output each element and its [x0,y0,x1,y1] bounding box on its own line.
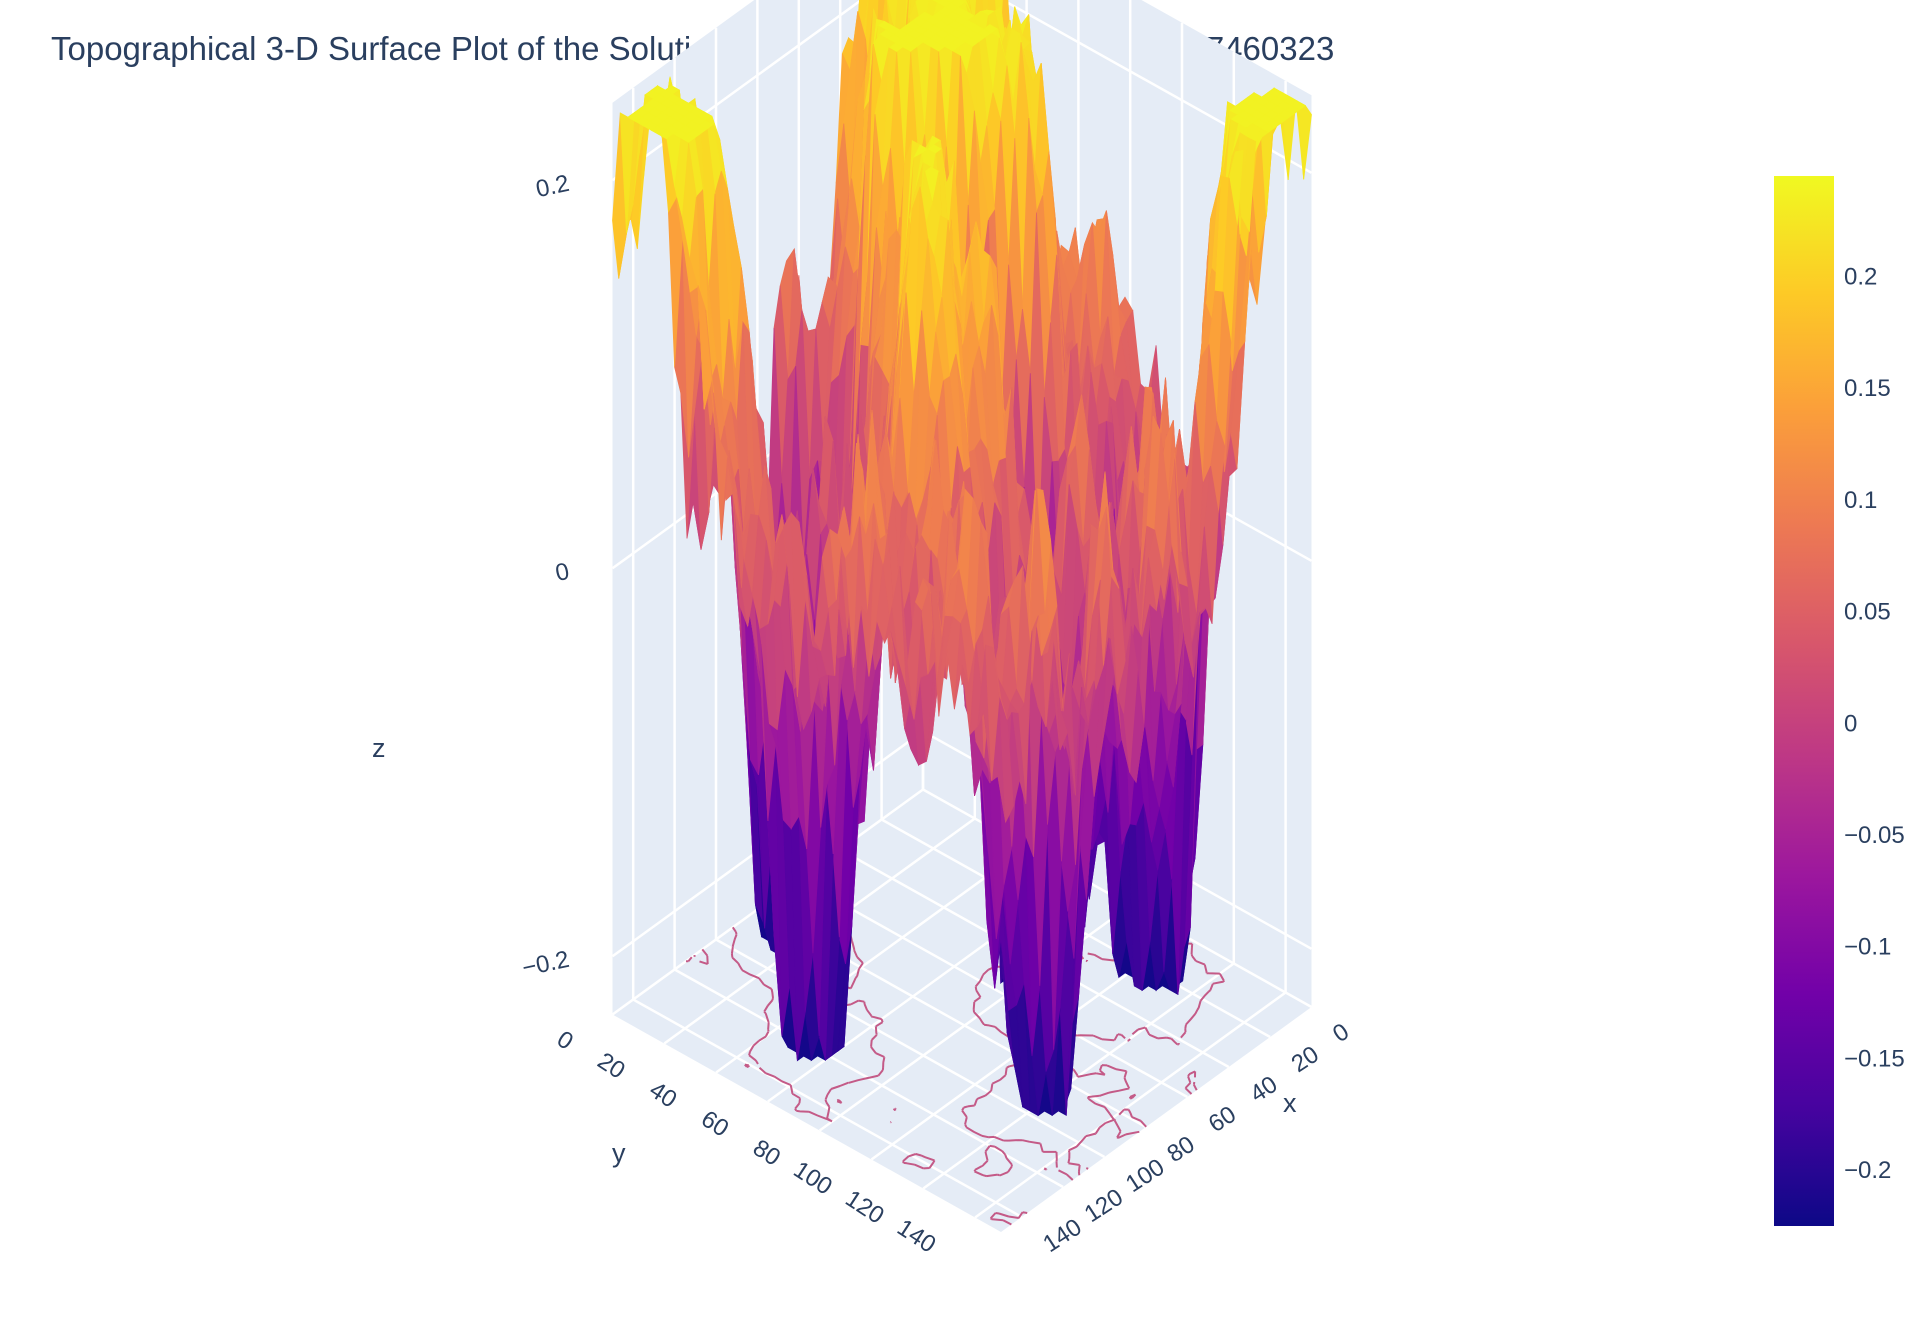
y-tick-label: 40 [644,1076,681,1113]
y-tick-label: 120 [840,1185,888,1229]
colorbar [1774,176,1834,1226]
x-tick-label: 120 [1080,1184,1128,1228]
y-tick-label: 100 [789,1156,837,1200]
grid-line [974,991,1287,1219]
y-tick-label: 0 [552,1026,578,1056]
x-tick-label: 60 [1204,1101,1241,1138]
z-tick-label: −0.2 [520,946,572,982]
x-tick-label: 140 [1038,1214,1086,1258]
x-tick-label: 100 [1121,1154,1169,1198]
x-tick-label: 80 [1162,1131,1199,1168]
x-tick-label: 20 [1287,1041,1324,1078]
x-axis-label: x [1283,1088,1297,1118]
z-axis-label: z [372,733,386,763]
y-tick-label: 20 [593,1047,630,1084]
x-tick-label: 40 [1245,1071,1282,1108]
z-tick-label: 0.2 [533,170,571,203]
colorbar-gradient [1774,176,1834,1226]
y-tick-label: 140 [892,1214,940,1258]
surface-mesh [612,0,1312,1117]
x-tick-label: 0 [1328,1018,1354,1048]
y-tick-label: 60 [696,1105,733,1142]
surface-facet [992,647,1008,720]
grid-line [632,998,1023,1219]
y-tick-label: 80 [748,1134,785,1171]
grid-line [798,878,1188,1099]
z-tick-label: 0 [553,558,572,587]
grid-line [715,846,1028,1074]
y-axis-label: y [612,1138,626,1168]
